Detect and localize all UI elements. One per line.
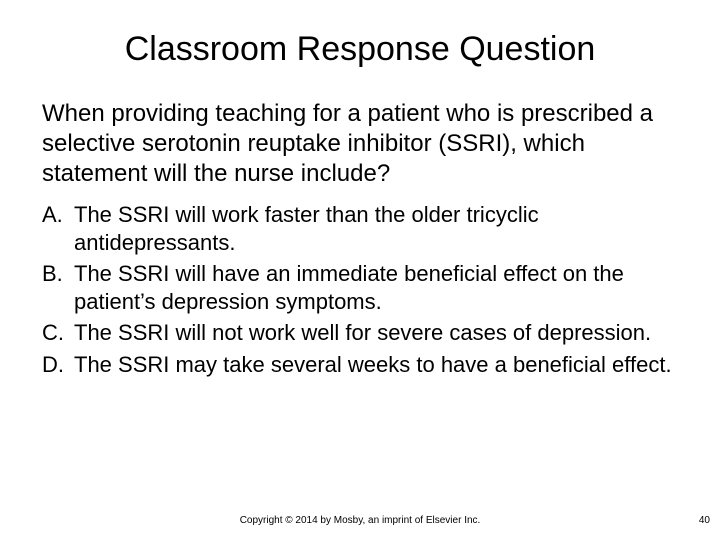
slide-title: Classroom Response Question [0, 0, 720, 89]
option-b: B. The SSRI will have an immediate benef… [42, 260, 678, 319]
options-list: A. The SSRI will work faster than the ol… [0, 189, 720, 382]
slide: Classroom Response Question When providi… [0, 0, 720, 540]
page-number: 40 [699, 515, 710, 526]
option-c: C. The SSRI will not work well for sever… [42, 319, 678, 351]
option-letter: C. [42, 319, 74, 347]
copyright-footer: Copyright © 2014 by Mosby, an imprint of… [0, 515, 720, 526]
option-d: D. The SSRI may take several weeks to ha… [42, 351, 678, 383]
option-a: A. The SSRI will work faster than the ol… [42, 201, 678, 260]
question-text: When providing teaching for a patient wh… [0, 89, 720, 189]
option-text: The SSRI will not work well for severe c… [74, 319, 678, 347]
option-text: The SSRI will work faster than the older… [74, 201, 678, 256]
option-text: The SSRI will have an immediate benefici… [74, 260, 678, 315]
option-letter: A. [42, 201, 74, 256]
option-text: The SSRI may take several weeks to have … [74, 351, 678, 379]
option-letter: D. [42, 351, 74, 379]
option-letter: B. [42, 260, 74, 315]
